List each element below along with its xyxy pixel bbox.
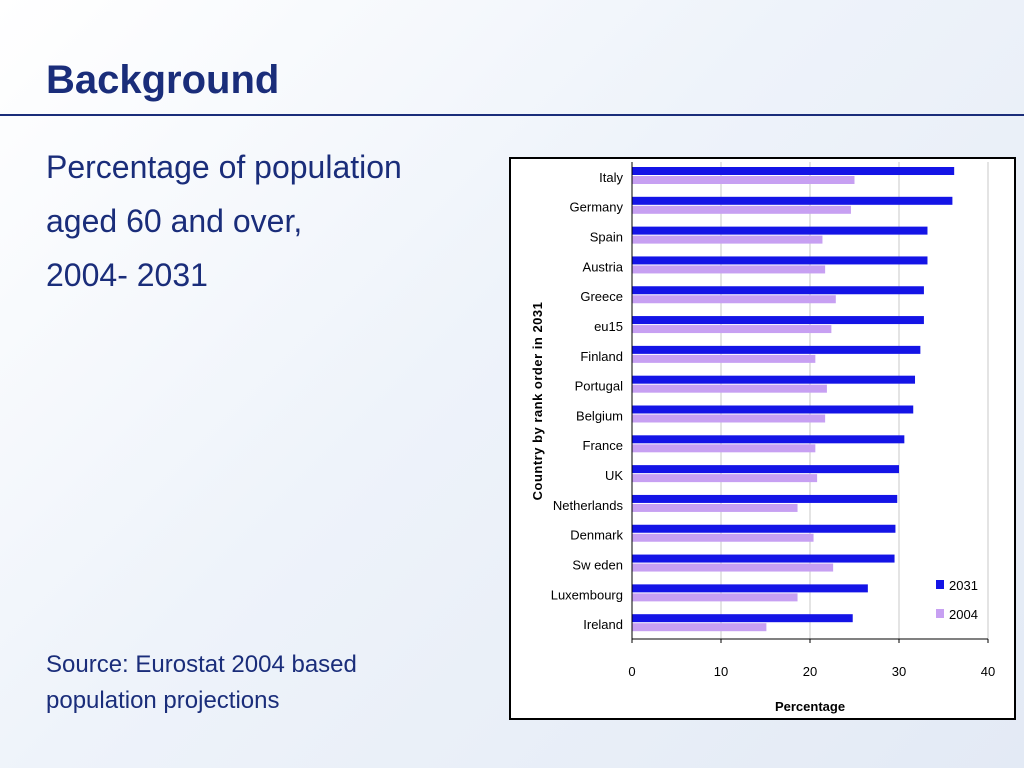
bar-2031 <box>632 435 905 444</box>
bar-2004 <box>632 265 826 274</box>
category-label: Sw eden <box>572 557 623 572</box>
category-label: Luxembourg <box>551 587 623 602</box>
category-label: Denmark <box>570 528 623 543</box>
bar-2004 <box>632 563 834 572</box>
subtitle-line: Percentage of population <box>46 149 402 185</box>
bar-2004 <box>632 295 836 304</box>
bar-2004 <box>632 533 814 542</box>
category-label: France <box>583 438 623 453</box>
source-line: Source: Eurostat 2004 based <box>46 651 357 678</box>
bar-2004 <box>632 414 826 423</box>
category-label: Ireland <box>583 617 623 632</box>
bar-2031 <box>632 226 928 235</box>
bar-2031 <box>632 286 924 295</box>
category-label: Spain <box>590 230 623 245</box>
bar-2004 <box>632 384 827 393</box>
bar-2004 <box>632 474 818 483</box>
category-label: Portugal <box>575 379 624 394</box>
bar-2004 <box>632 325 832 334</box>
category-label: Austria <box>583 259 624 274</box>
bar-2031 <box>632 196 953 205</box>
bar-2031 <box>632 375 916 384</box>
x-tick-label: 10 <box>714 664 728 679</box>
category-label: Finland <box>580 349 623 364</box>
bar-2004 <box>632 205 851 214</box>
bar-2004 <box>632 444 816 453</box>
bar-2031 <box>632 345 921 354</box>
x-tick-label: 20 <box>803 664 817 679</box>
source-note: Source: Eurostat 2004 based population p… <box>46 647 466 719</box>
bar-2031 <box>632 465 899 474</box>
legend-label: 2031 <box>949 578 978 593</box>
bar-2004 <box>632 354 816 363</box>
bar-2031 <box>632 316 924 325</box>
bar-2004 <box>632 593 798 602</box>
subtitle-line: aged 60 and over, <box>46 203 303 239</box>
bar-2004 <box>632 503 798 512</box>
x-tick-label: 40 <box>981 664 995 679</box>
category-label: Italy <box>599 170 623 185</box>
legend-swatch-2031 <box>936 580 944 589</box>
bar-2004 <box>632 235 823 244</box>
legend-label: 2004 <box>949 607 978 622</box>
slide-subtitle: Percentage of population aged 60 and ove… <box>46 140 506 302</box>
source-line: population projections <box>46 687 280 714</box>
bar-2031 <box>632 584 868 593</box>
category-label: Greece <box>580 289 623 304</box>
category-label: Netherlands <box>553 498 624 513</box>
subtitle-line: 2004- 2031 <box>46 257 208 293</box>
chart-frame: Italy Germany Spain Austria Greece eu15 Finlan… <box>509 157 1016 720</box>
legend-swatch-2004 <box>936 609 944 618</box>
bar-2031 <box>632 167 955 175</box>
bar-chart: Italy Germany Spain Austria Greece eu15 Finlan… <box>530 162 995 714</box>
y-axis-title: Country by rank order in 2031 <box>530 302 545 501</box>
x-tick-label: 0 <box>628 664 635 679</box>
bar-2031 <box>632 554 895 563</box>
bar-2031 <box>632 614 853 623</box>
x-axis-title: Percentage <box>775 699 845 714</box>
bar-2004 <box>632 176 855 184</box>
bar-2031 <box>632 405 914 414</box>
bar-2031 <box>632 524 896 533</box>
slide-title: Background <box>46 58 280 102</box>
category-label: UK <box>605 468 623 483</box>
category-label: Belgium <box>576 408 623 423</box>
x-tick-label: 30 <box>892 664 906 679</box>
bar-2031 <box>632 256 928 265</box>
category-label: eu15 <box>594 319 623 334</box>
title-divider <box>0 114 1024 116</box>
bar-2004 <box>632 623 767 632</box>
bar-2031 <box>632 494 898 503</box>
category-label: Germany <box>570 200 624 215</box>
